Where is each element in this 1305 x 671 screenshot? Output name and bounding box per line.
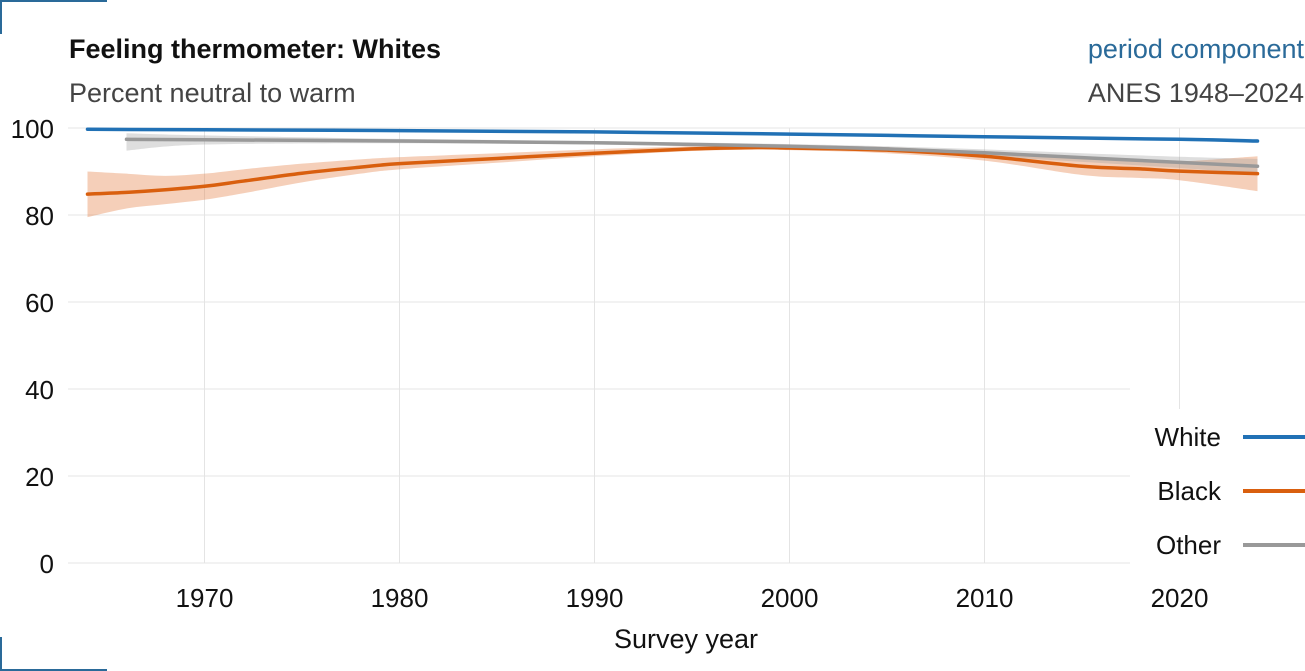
source-label: ANES 1948–2024 bbox=[1087, 78, 1304, 108]
y-tick-label: 0 bbox=[40, 549, 54, 579]
chart-subtitle: Percent neutral to warm bbox=[69, 78, 356, 108]
y-tick-label: 20 bbox=[25, 462, 54, 492]
legend: White Black Other bbox=[1131, 409, 1305, 579]
series-lines bbox=[85, 127, 1260, 196]
y-tick-label: 40 bbox=[25, 375, 54, 405]
series-line-other bbox=[124, 137, 1260, 169]
corner-mark-bottom-left bbox=[0, 637, 107, 671]
x-axis-label: Survey year bbox=[614, 624, 758, 654]
component-label: period component bbox=[1087, 34, 1304, 64]
x-tick-label: 2010 bbox=[956, 583, 1014, 613]
y-tick-label: 60 bbox=[25, 288, 54, 318]
chart-title: Feeling thermometer: Whites bbox=[69, 34, 442, 64]
x-tick-label: 1990 bbox=[566, 583, 624, 613]
y-tick-label: 80 bbox=[25, 201, 54, 231]
x-tick-label: 1980 bbox=[371, 583, 429, 613]
corner-mark-top-left bbox=[0, 0, 107, 34]
series-line-black bbox=[85, 145, 1260, 196]
y-tick-label: 100 bbox=[11, 114, 54, 144]
legend-label-white: White bbox=[1155, 422, 1221, 452]
x-tick-label: 2000 bbox=[761, 583, 819, 613]
tick-labels: 0 20 40 60 80 100 1970 1980 1990 2000 2010 2020 Surv… bbox=[11, 114, 1209, 654]
legend-label-other: Other bbox=[1156, 530, 1221, 560]
legend-label-black: Black bbox=[1157, 476, 1222, 506]
series-line-white bbox=[85, 127, 1260, 143]
grid bbox=[68, 127, 1305, 564]
x-tick-label: 2020 bbox=[1151, 583, 1209, 613]
band-black bbox=[87, 144, 1258, 218]
x-tick-label: 1970 bbox=[176, 583, 234, 613]
